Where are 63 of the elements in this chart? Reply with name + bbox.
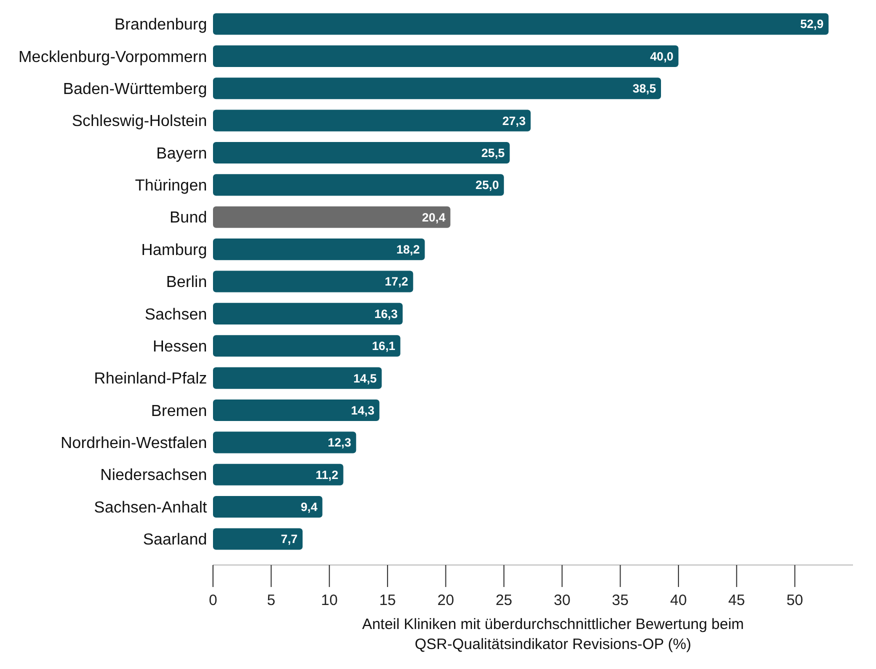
bar <box>213 110 531 132</box>
bar <box>213 270 414 292</box>
y-tick-label: Saarland <box>142 532 207 549</box>
data-label: 11,2 <box>316 468 339 482</box>
bar <box>213 335 400 357</box>
y-tick-label: Baden-Württemberg <box>62 80 207 98</box>
x-tick-label: 30 <box>554 592 570 609</box>
y-tick-label: Sachsen-Anhalt <box>94 499 208 516</box>
data-label: 40,0 <box>650 49 674 64</box>
bar <box>213 78 661 100</box>
y-tick-label: Schleswig-Holstein <box>72 113 207 130</box>
data-label: 9,4 <box>300 500 318 514</box>
data-label: 38,5 <box>632 82 656 96</box>
bar <box>213 399 380 422</box>
x-tick-label: 15 <box>379 592 396 609</box>
x-tick-label: 35 <box>612 592 629 609</box>
x-tick-label: 10 <box>321 592 338 609</box>
y-tick-label: Bayern <box>156 145 207 162</box>
y-tick-label: Berlin <box>166 274 207 292</box>
data-label: 12,3 <box>328 436 352 450</box>
bar <box>213 45 678 67</box>
data-label: 25,0 <box>476 178 500 192</box>
x-tick-label: 20 <box>437 592 454 609</box>
y-tick-label: Brandenburg <box>114 16 207 34</box>
y-tick-label: Bund <box>170 210 207 227</box>
x-tick-label: 45 <box>728 592 745 609</box>
y-tick-label: Niedersachsen <box>100 467 207 484</box>
data-label: 17,2 <box>384 274 408 289</box>
bar <box>213 528 303 550</box>
x-tick-label: 40 <box>670 592 687 609</box>
y-tick-label: Rheinland-Pfalz <box>94 370 207 388</box>
bar <box>213 206 450 228</box>
bar <box>213 432 356 454</box>
y-tick-label: Thüringen <box>134 178 207 195</box>
x-tick-label: 0 <box>208 592 218 609</box>
data-label: 27,3 <box>502 114 526 128</box>
y-tick-label: Mecklenburg-Vorpommern <box>18 48 207 66</box>
data-label: 20,4 <box>422 210 446 224</box>
data-label: 7,7 <box>280 532 298 546</box>
bar <box>213 302 403 324</box>
y-tick-label: Hamburg <box>141 242 207 259</box>
data-label: 25,5 <box>481 146 506 160</box>
data-label: 16,1 <box>372 339 396 354</box>
bar <box>213 238 425 260</box>
bar <box>213 13 829 35</box>
x-tick-label: 5 <box>267 592 276 609</box>
y-tick-label: Bremen <box>150 402 207 420</box>
x-tick-label: 25 <box>496 592 512 609</box>
y-tick-label: Hessen <box>152 338 207 356</box>
data-label: 18,2 <box>396 242 420 257</box>
bar <box>213 174 504 196</box>
bar <box>213 367 382 389</box>
bar <box>213 464 344 486</box>
data-label: 52,9 <box>800 17 824 32</box>
bar <box>213 496 322 518</box>
x-axis-title: Anteil Kliniken mit überdurchschnittlicher Bewertung beim QSR-Qualitätsindikator Revisions-OP (%) <box>362 616 744 653</box>
y-tick-label: Nordrhein-Westfalen <box>60 435 207 452</box>
x-tick-label: 50 <box>786 592 804 609</box>
data-label: 16,3 <box>374 306 398 321</box>
data-label: 14,3 <box>351 403 375 418</box>
y-tick-label: Sachsen <box>144 306 207 324</box>
bar <box>213 142 510 164</box>
data-label: 14,5 <box>353 371 378 386</box>
